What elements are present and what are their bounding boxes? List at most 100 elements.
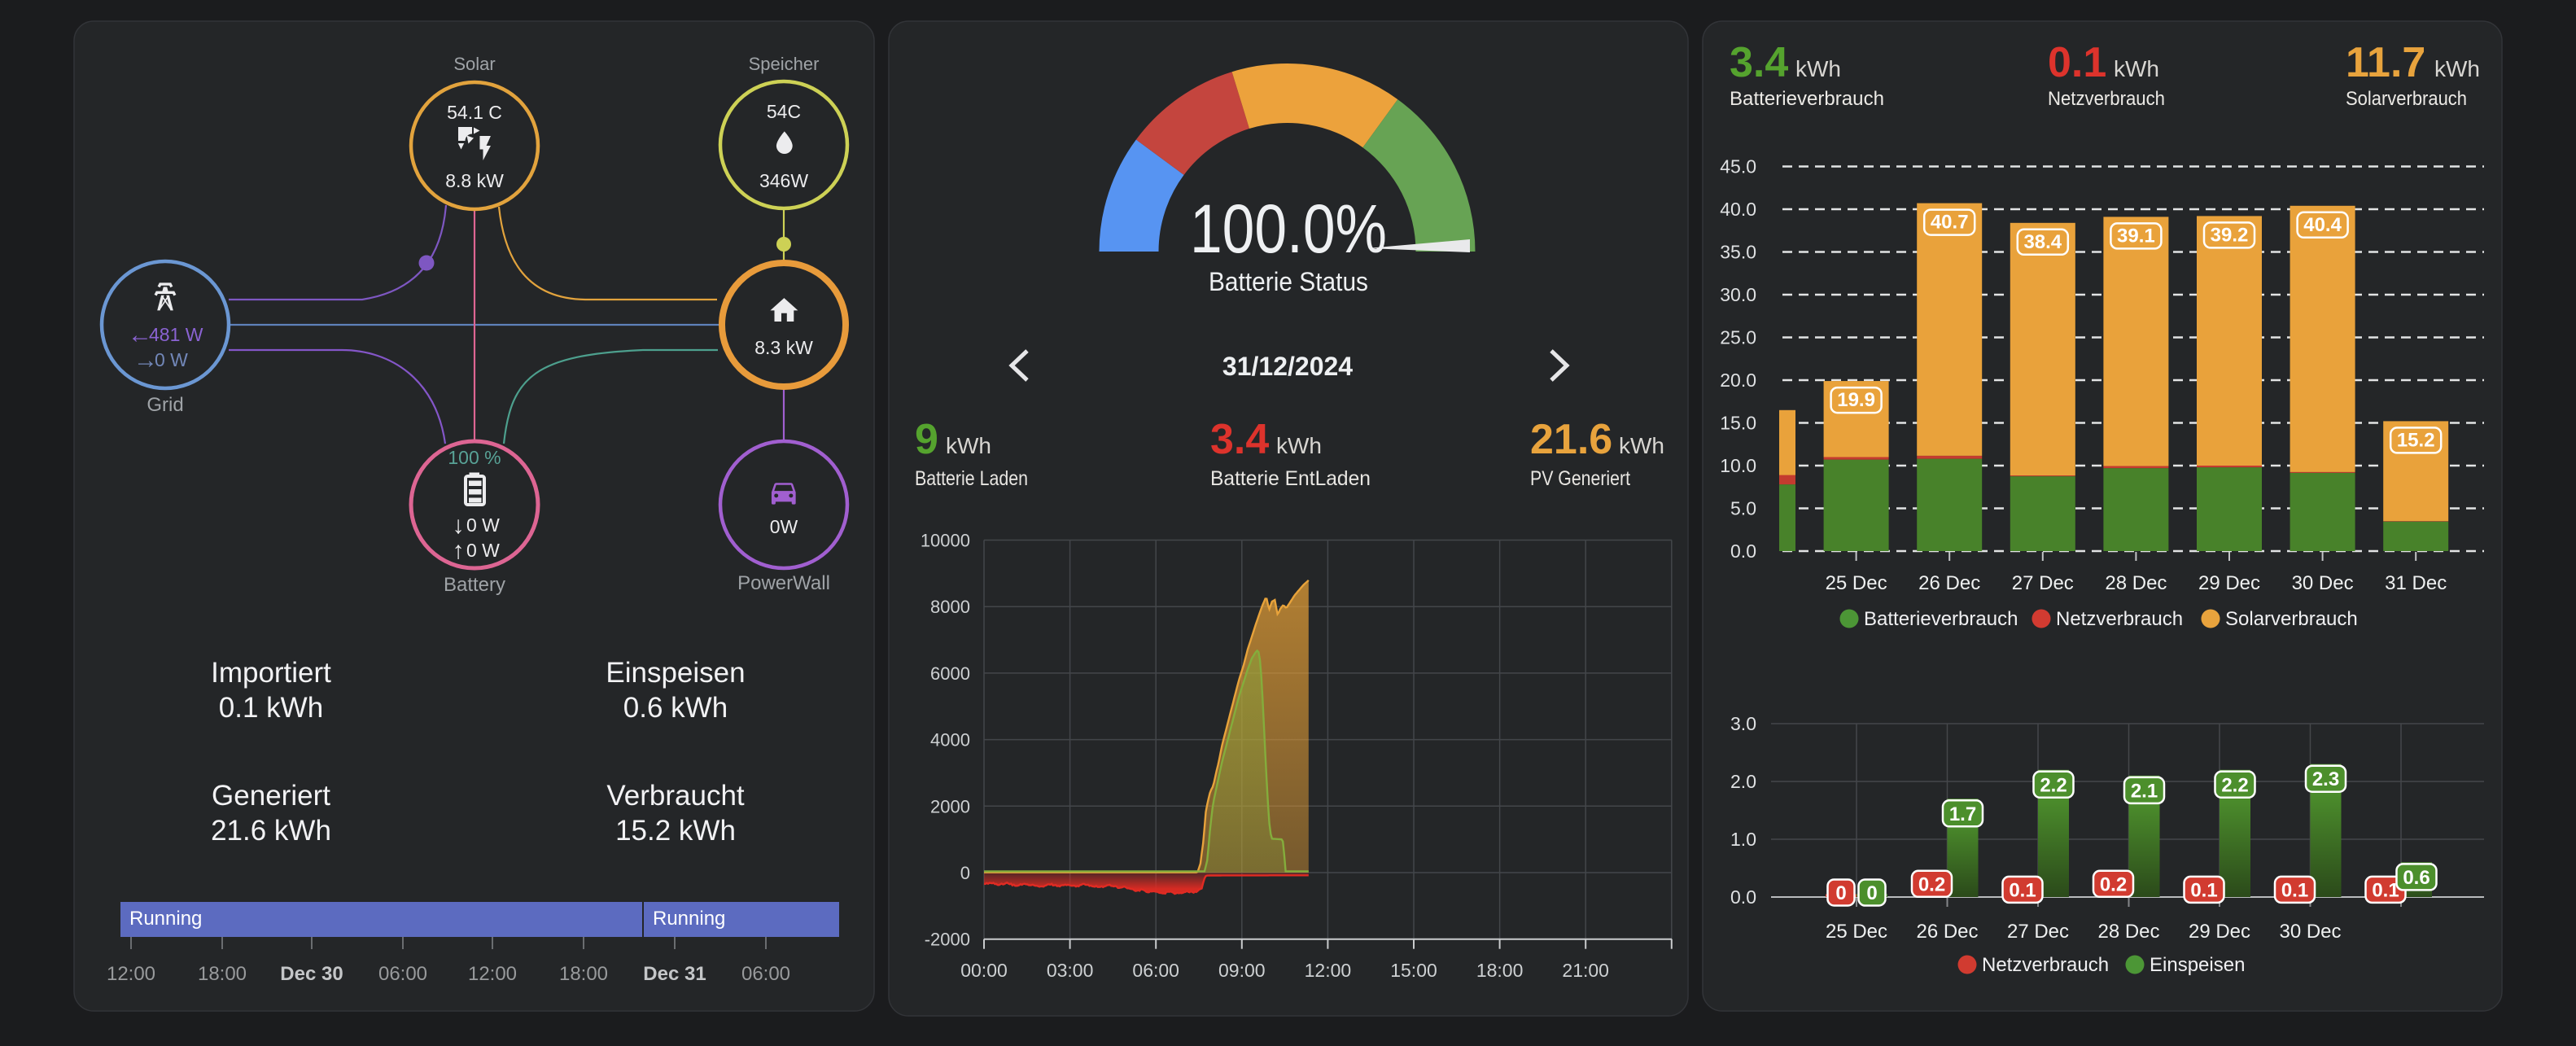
svg-text:346W: 346W <box>759 170 808 191</box>
svg-text:0.1: 0.1 <box>2048 39 2106 86</box>
svg-text:0.1: 0.1 <box>2281 879 2308 901</box>
svg-text:29 Dec: 29 Dec <box>2198 572 2260 594</box>
svg-text:8000: 8000 <box>930 597 970 617</box>
svg-text:1.0: 1.0 <box>1730 829 1756 850</box>
svg-text:3.4: 3.4 <box>1210 416 1269 463</box>
svg-text:18:00: 18:00 <box>559 963 608 985</box>
svg-text:↑: ↑ <box>453 537 465 564</box>
svg-text:2.2: 2.2 <box>2221 774 2248 796</box>
svg-text:0: 0 <box>960 863 970 883</box>
svg-text:18:00: 18:00 <box>1476 960 1524 981</box>
svg-text:kWh: kWh <box>2434 56 2480 81</box>
svg-text:Batterie Status: Batterie Status <box>1209 267 1368 296</box>
svg-text:←: ← <box>128 322 152 348</box>
svg-text:54C: 54C <box>767 101 801 122</box>
svg-text:2.2: 2.2 <box>2040 774 2066 796</box>
svg-text:0 W: 0 W <box>466 540 500 561</box>
svg-text:12:00: 12:00 <box>107 963 155 985</box>
svg-text:Dec 31: Dec 31 <box>643 963 706 985</box>
svg-text:Netzverbrauch: Netzverbrauch <box>2048 88 2165 110</box>
svg-text:26 Dec: 26 Dec <box>1918 572 1980 594</box>
svg-text:28 Dec: 28 Dec <box>2105 572 2167 594</box>
svg-text:↓: ↓ <box>453 512 465 539</box>
svg-text:Solarverbrauch: Solarverbrauch <box>2225 608 2358 630</box>
svg-text:15.0: 15.0 <box>1720 413 1756 434</box>
svg-text:Solarverbrauch: Solarverbrauch <box>2346 88 2467 110</box>
svg-text:15:00: 15:00 <box>1390 960 1437 981</box>
svg-text:8.3 kW: 8.3 kW <box>754 337 813 358</box>
svg-text:31 Dec: 31 Dec <box>2385 572 2447 594</box>
svg-text:Dec 30: Dec 30 <box>280 963 343 985</box>
svg-text:30 Dec: 30 Dec <box>2279 921 2341 943</box>
svg-text:06:00: 06:00 <box>741 963 790 985</box>
svg-text:kWh: kWh <box>2114 56 2159 81</box>
svg-text:Grid: Grid <box>147 394 183 416</box>
svg-text:Importiert: Importiert <box>211 657 331 689</box>
svg-text:0.2: 0.2 <box>2100 873 2127 895</box>
svg-text:12:00: 12:00 <box>468 963 517 985</box>
svg-text:100 %: 100 % <box>448 447 501 468</box>
svg-text:8.8 kW: 8.8 kW <box>445 170 504 191</box>
svg-text:21.6: 21.6 <box>1530 416 1612 463</box>
svg-text:0 W: 0 W <box>466 514 500 536</box>
svg-text:0.6: 0.6 <box>2403 867 2429 889</box>
svg-text:54.1 C: 54.1 C <box>447 102 502 123</box>
svg-text:0.6 kWh: 0.6 kWh <box>623 692 728 724</box>
svg-text:→: → <box>133 347 158 374</box>
svg-text:31/12/2024: 31/12/2024 <box>1222 352 1353 381</box>
svg-text:29 Dec: 29 Dec <box>2189 921 2250 943</box>
svg-text:27 Dec: 27 Dec <box>2012 572 2074 594</box>
svg-text:Batterie Laden: Batterie Laden <box>915 467 1028 490</box>
svg-text:Speicher: Speicher <box>749 54 820 74</box>
svg-text:9: 9 <box>915 416 938 463</box>
svg-text:45.0: 45.0 <box>1720 156 1756 177</box>
svg-text:6000: 6000 <box>930 663 970 684</box>
svg-text:06:00: 06:00 <box>1132 960 1179 981</box>
svg-text:0 W: 0 W <box>155 349 188 370</box>
svg-text:0.1: 0.1 <box>2009 879 2036 901</box>
svg-text:0.1: 0.1 <box>2372 879 2399 901</box>
svg-text:21.6 kWh: 21.6 kWh <box>211 815 331 847</box>
svg-text:Batterie EntLaden: Batterie EntLaden <box>1210 467 1371 490</box>
svg-text:00:00: 00:00 <box>960 960 1008 981</box>
svg-text:25 Dec: 25 Dec <box>1826 572 1887 594</box>
svg-text:2000: 2000 <box>930 796 970 816</box>
svg-text:35.0: 35.0 <box>1720 242 1756 263</box>
svg-text:03:00: 03:00 <box>1047 960 1094 981</box>
svg-text:3.4: 3.4 <box>1730 39 1788 86</box>
svg-text:26 Dec: 26 Dec <box>1916 921 1978 943</box>
svg-text:Batterieverbrauch: Batterieverbrauch <box>1730 88 1884 110</box>
svg-text:481 W: 481 W <box>149 324 203 345</box>
svg-text:06:00: 06:00 <box>378 963 427 985</box>
svg-text:Einspeisen: Einspeisen <box>606 657 745 689</box>
svg-text:kWh: kWh <box>1276 433 1322 458</box>
svg-text:Netzverbrauch: Netzverbrauch <box>2056 608 2183 630</box>
svg-text:40.7: 40.7 <box>1931 212 1969 234</box>
svg-text:PV Generiert: PV Generiert <box>1530 467 1630 490</box>
svg-text:40.4: 40.4 <box>2303 214 2342 236</box>
svg-text:kWh: kWh <box>1795 56 1841 81</box>
svg-text:30 Dec: 30 Dec <box>2292 572 2354 594</box>
svg-text:Battery: Battery <box>444 574 505 596</box>
svg-text:28 Dec: 28 Dec <box>2097 921 2159 943</box>
svg-text:25.0: 25.0 <box>1720 327 1756 348</box>
svg-text:40.0: 40.0 <box>1720 199 1756 220</box>
svg-text:0W: 0W <box>770 516 798 537</box>
svg-text:Netzverbrauch: Netzverbrauch <box>1982 954 2109 976</box>
svg-text:0.1: 0.1 <box>2190 879 2217 901</box>
svg-text:18:00: 18:00 <box>198 963 247 985</box>
svg-text:-2000: -2000 <box>925 930 970 950</box>
svg-text:15.2 kWh: 15.2 kWh <box>615 815 736 847</box>
svg-text:PowerWall: PowerWall <box>737 572 830 594</box>
svg-text:11.7: 11.7 <box>2346 39 2425 86</box>
svg-text:38.4: 38.4 <box>2023 231 2062 253</box>
svg-text:kWh: kWh <box>1619 433 1664 458</box>
svg-text:1.7: 1.7 <box>1949 803 1976 825</box>
svg-text:0.2: 0.2 <box>1918 873 1945 895</box>
svg-text:09:00: 09:00 <box>1218 960 1266 981</box>
svg-text:Running: Running <box>653 908 725 930</box>
svg-text:0.0: 0.0 <box>1730 886 1756 908</box>
svg-text:Batterieverbrauch: Batterieverbrauch <box>1864 608 2018 630</box>
svg-text:Verbraucht: Verbraucht <box>606 780 745 812</box>
svg-text:0: 0 <box>1866 882 1877 904</box>
